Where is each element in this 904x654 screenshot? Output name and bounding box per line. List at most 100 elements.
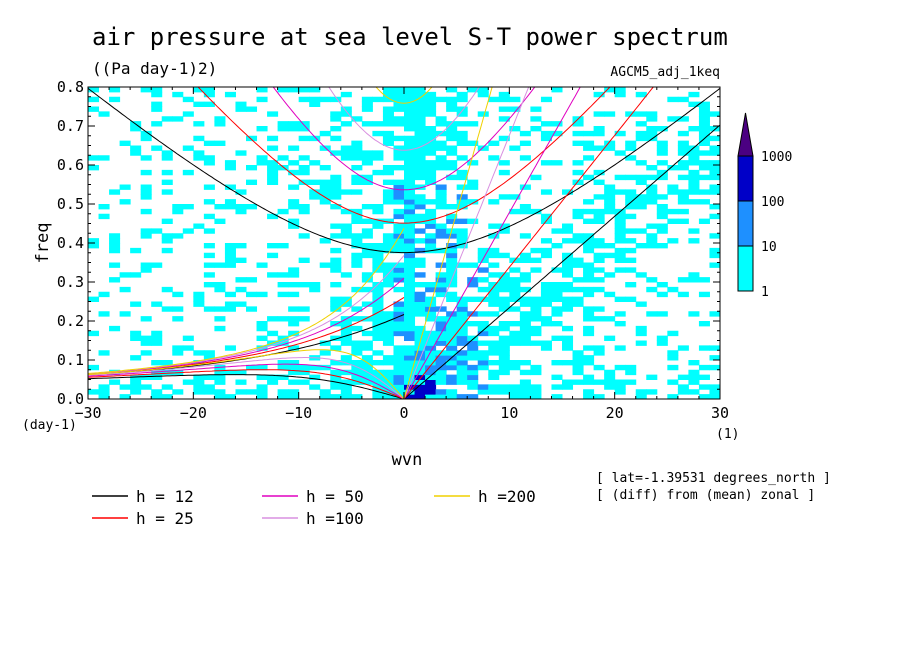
power-cell <box>330 262 342 268</box>
power-cell <box>246 165 258 171</box>
power-cell <box>456 135 468 142</box>
power-cell <box>172 291 184 298</box>
power-cell <box>414 150 426 156</box>
power-cell <box>288 87 300 93</box>
power-cell <box>330 369 342 376</box>
power-cell <box>404 101 416 107</box>
power-cell <box>319 389 331 395</box>
power-cell <box>477 340 489 346</box>
power-cell <box>256 374 268 380</box>
power-cell <box>256 384 268 390</box>
power-cell <box>425 296 437 302</box>
power-cell <box>698 140 710 146</box>
power-cell <box>435 116 447 122</box>
power-cell <box>330 345 342 351</box>
power-cell <box>393 184 405 190</box>
power-cell <box>446 282 458 288</box>
power-cell <box>361 247 373 254</box>
power-cell <box>319 189 331 195</box>
power-cell <box>635 325 647 332</box>
power-cell <box>625 247 637 254</box>
power-cell <box>425 389 437 395</box>
power-cell <box>414 384 426 390</box>
power-cell <box>698 291 710 298</box>
power-cell <box>604 189 616 195</box>
power-cell <box>625 145 637 151</box>
power-cell <box>372 384 384 390</box>
power-cell <box>677 218 689 224</box>
power-cell <box>456 233 468 239</box>
power-cell <box>298 233 310 239</box>
power-cell <box>551 130 563 137</box>
power-cell <box>414 306 426 312</box>
power-cell <box>456 379 468 385</box>
power-cell <box>351 155 363 161</box>
power-cell <box>404 213 416 220</box>
power-cell <box>446 252 458 259</box>
power-cell <box>625 140 637 146</box>
power-cell <box>404 179 416 185</box>
power-cell <box>698 384 710 390</box>
power-cell <box>530 330 542 337</box>
power-cell <box>340 321 352 327</box>
power-cell <box>404 223 416 229</box>
power-cell <box>593 379 605 385</box>
power-cell <box>435 277 447 283</box>
power-cell <box>109 379 121 385</box>
power-cell <box>319 184 331 190</box>
power-cell <box>256 262 268 268</box>
power-cell <box>551 374 563 380</box>
colorbar-extend-triangle <box>737 112 754 157</box>
power-cell <box>256 364 268 371</box>
power-cell <box>688 369 700 376</box>
power-cell <box>488 286 500 293</box>
power-cell <box>277 340 289 346</box>
power-cell <box>646 199 658 205</box>
power-cell <box>351 257 363 263</box>
power-cell <box>467 374 479 380</box>
power-cell <box>446 325 458 332</box>
power-cell <box>593 243 605 249</box>
power-cell <box>551 311 563 317</box>
power-cell <box>404 91 416 98</box>
power-cell <box>382 247 394 254</box>
power-cell <box>435 282 447 288</box>
power-cell <box>446 364 458 371</box>
power-cell <box>435 286 447 293</box>
power-cell <box>393 301 405 307</box>
power-cell <box>435 355 447 361</box>
power-cell <box>583 243 595 249</box>
power-cell <box>656 140 668 146</box>
power-cell <box>193 374 205 380</box>
power-cell <box>404 282 416 288</box>
power-cell <box>435 233 447 239</box>
power-cell <box>635 135 647 142</box>
rossby-curve <box>88 349 405 399</box>
power-cell <box>404 369 416 376</box>
power-cell <box>456 121 468 127</box>
power-cell <box>130 384 142 390</box>
power-cell <box>593 257 605 263</box>
power-cell <box>393 165 405 171</box>
power-cell <box>214 282 226 288</box>
power-cell <box>182 169 194 176</box>
power-cell <box>351 340 363 346</box>
lat-annotation: [ lat=-1.39531 degrees_north ] <box>596 471 831 486</box>
power-cell <box>340 384 352 390</box>
power-cell <box>351 364 363 371</box>
power-cell <box>288 291 300 298</box>
power-cell <box>98 311 110 317</box>
power-cell <box>382 389 394 395</box>
power-cell <box>404 384 416 390</box>
power-cell <box>709 345 720 351</box>
power-cell <box>625 189 637 195</box>
power-cell <box>151 374 163 380</box>
power-cell <box>477 247 489 254</box>
power-cell <box>572 286 584 293</box>
power-cell <box>498 301 510 307</box>
power-cell <box>330 174 342 181</box>
power-cell <box>446 389 458 395</box>
power-cell <box>361 174 373 181</box>
power-cell <box>214 374 226 380</box>
